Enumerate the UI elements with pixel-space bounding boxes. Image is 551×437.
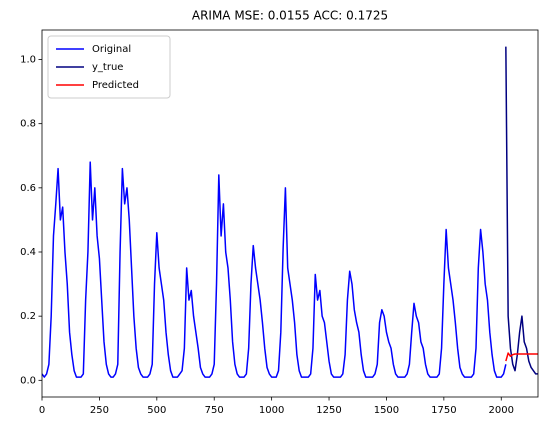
series-line	[505, 352, 538, 362]
x-tick-label: 2000	[489, 405, 514, 416]
x-tick-label: 750	[205, 405, 224, 416]
x-tick-label: 1500	[374, 405, 399, 416]
x-tick-label: 1250	[316, 405, 341, 416]
y-tick-label: 0.8	[20, 119, 36, 130]
legend-label: Predicted	[92, 80, 139, 91]
legend-label: Original	[92, 44, 131, 55]
series-line	[42, 161, 507, 378]
x-tick-label: 500	[147, 405, 166, 416]
legend-label: y_true	[92, 62, 123, 73]
legend-box	[47, 35, 171, 99]
y-tick-label: 0.0	[20, 375, 36, 386]
series-line	[505, 46, 538, 375]
x-tick-label: 1000	[259, 405, 284, 416]
x-tick-label: 250	[90, 405, 109, 416]
y-tick-label: 0.6	[20, 183, 36, 194]
x-tick-label: 0	[39, 405, 45, 416]
y-tick-label: 0.4	[20, 247, 36, 258]
x-tick-label: 1750	[431, 405, 456, 416]
plot-frame	[41, 29, 539, 398]
chart-title: ARIMA MSE: 0.0155 ACC: 0.1725	[192, 9, 388, 23]
y-tick-label: 1.0	[20, 55, 36, 66]
y-tick-label: 0.2	[20, 311, 36, 322]
